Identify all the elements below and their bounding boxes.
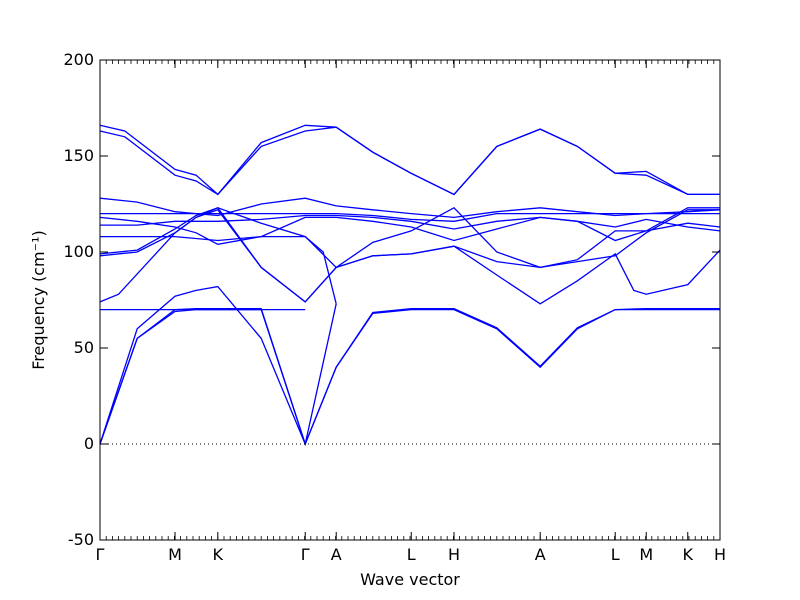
y-tick-label: 150	[63, 146, 94, 165]
band-line-2	[99, 307, 720, 446]
band-line-6	[99, 209, 720, 303]
x-tick-label: H	[448, 545, 460, 564]
band-series-group	[99, 124, 721, 447]
x-tick-label: A	[331, 545, 342, 564]
x-tick-label: H	[714, 545, 726, 564]
band-line-9	[99, 216, 721, 245]
plot-frame	[99, 59, 721, 541]
y-tick-label: -50	[68, 530, 94, 549]
band-line-11	[100, 212, 720, 222]
y-tick-label: 200	[63, 50, 94, 69]
x-tick-label: L	[407, 545, 416, 564]
band-line-4	[99, 285, 337, 447]
x-tick-label: Γ	[301, 545, 310, 564]
band-line-7	[99, 206, 720, 269]
x-tick-label: K	[683, 545, 694, 564]
x-axis-label: Wave vector	[360, 570, 460, 589]
y-tick-label: 0	[84, 434, 94, 453]
x-tick-label: L	[611, 545, 620, 564]
band-line-12	[99, 197, 721, 219]
y-tick-label: 100	[63, 242, 94, 261]
x-tick-label: M	[168, 545, 182, 564]
x-tick-label: Γ	[96, 545, 105, 564]
x-tick-label: M	[639, 545, 653, 564]
x-tick-label: A	[535, 545, 546, 564]
band-line-10	[100, 214, 721, 232]
x-tick-label: K	[213, 545, 224, 564]
y-tick-label: 50	[74, 338, 94, 357]
y-axis-label: Frequency (cm⁻¹)	[29, 230, 48, 369]
band-line-14	[99, 126, 720, 196]
